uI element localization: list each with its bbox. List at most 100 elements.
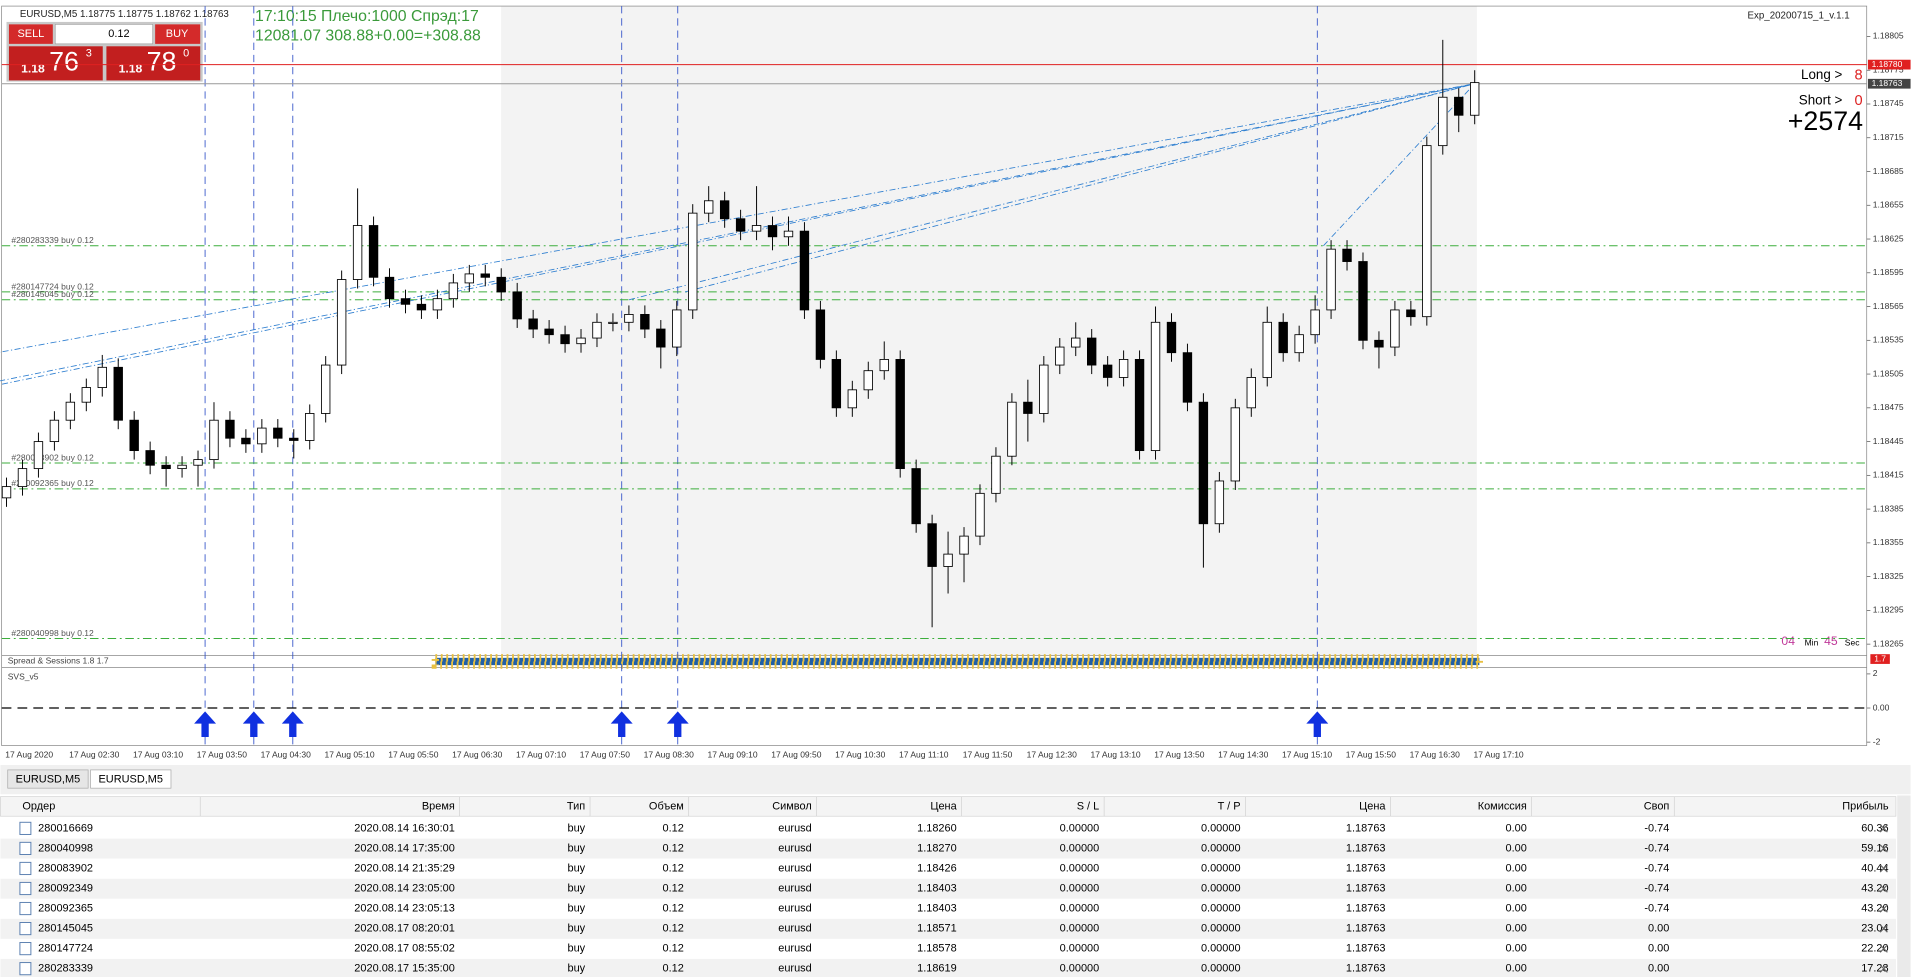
- sell-button[interactable]: [8, 24, 53, 44]
- table-cell: 1.18260: [917, 822, 957, 834]
- lot-value[interactable]: 0.12: [108, 28, 129, 40]
- session-shade: [501, 6, 1477, 656]
- candle-body: [544, 328, 554, 336]
- candle-body: [400, 298, 411, 305]
- table-cell: 0.00000: [1060, 922, 1100, 934]
- buy-price-pips: 78: [147, 46, 177, 76]
- candle-body: [336, 279, 347, 366]
- y-tick-label: 1.18385: [1873, 503, 1904, 513]
- candle-body: [416, 303, 427, 311]
- table-header[interactable]: T / P: [1218, 800, 1241, 812]
- candle-body: [1278, 321, 1288, 354]
- tab[interactable]: [90, 769, 172, 789]
- table-cell: 0.00: [1506, 842, 1527, 854]
- candle-body: [1390, 309, 1400, 348]
- table-header[interactable]: Тип: [567, 800, 585, 812]
- candle-body: [783, 230, 794, 238]
- table-row: [0, 838, 1896, 859]
- table-cell: 1.18619: [917, 963, 957, 975]
- table-cell: 0.00000: [1201, 822, 1241, 834]
- candle-body: [1454, 96, 1464, 116]
- order-icon: [19, 861, 32, 876]
- candle-body: [17, 468, 28, 488]
- timer-sec-label: Sec: [1845, 637, 1860, 647]
- candle-body: [512, 291, 522, 320]
- table-cell: 0.12: [663, 822, 684, 834]
- short-label: Short >: [1799, 93, 1843, 108]
- buy-price-box[interactable]: [106, 46, 201, 81]
- table-header-bg: [0, 796, 1897, 817]
- x-tick-label: 17 Aug 17:10: [1473, 750, 1523, 760]
- table-cell: 0.00000: [1060, 822, 1100, 834]
- candle-body: [225, 419, 235, 439]
- table-header[interactable]: Ордер: [22, 800, 55, 812]
- close-order-icon[interactable]: [1879, 824, 1888, 833]
- close-order-icon[interactable]: [1879, 864, 1888, 873]
- ask-line-badge: [1867, 59, 1911, 70]
- table-cell: 0.00000: [1060, 882, 1100, 894]
- close-order-icon[interactable]: [1879, 964, 1888, 973]
- table-header[interactable]: Комиссия: [1478, 800, 1527, 812]
- signal-arrow: [281, 711, 304, 738]
- long-count: 8: [1855, 67, 1863, 83]
- close-order-icon[interactable]: [1879, 924, 1888, 933]
- table-cell: 1.18763: [1346, 963, 1386, 975]
- svs-title: SVS_v5: [8, 672, 39, 682]
- order-icon: [19, 821, 32, 835]
- table-cell: 1.18403: [917, 882, 957, 894]
- table-cell: 2020.08.14 17:35:00: [354, 842, 455, 854]
- table-header[interactable]: Своп: [1644, 800, 1670, 812]
- buy-label[interactable]: BUY: [166, 28, 189, 40]
- candle-body: [1358, 261, 1368, 341]
- candle-body: [1214, 480, 1225, 525]
- candle-body: [991, 455, 1001, 494]
- close-order-icon[interactable]: [1879, 844, 1888, 853]
- candle-body: [305, 413, 315, 441]
- table-cell: 1.18426: [917, 862, 957, 874]
- tab-label[interactable]: EURUSD,M5: [16, 774, 81, 786]
- one-click-panel: SELL 0.12 BUY 1.18 76 3 1.18 78 0: [6, 21, 203, 82]
- table-cell: 2020.08.14 21:35:29: [354, 862, 455, 874]
- sell-price-box[interactable]: [8, 46, 103, 81]
- candle-body: [847, 389, 858, 409]
- table-header[interactable]: Объем: [649, 800, 684, 812]
- status-line: 17:10:15 Плечо:1000 Спрэд:17: [255, 8, 479, 25]
- table-header[interactable]: Время: [422, 800, 455, 812]
- y-tick-label: 1.18805: [1873, 31, 1904, 41]
- table-cell: 0.12: [663, 963, 684, 975]
- sell-price-big: 1.18: [21, 62, 45, 76]
- table-row: [0, 898, 1896, 919]
- close-order-icon[interactable]: [1879, 944, 1888, 953]
- close-order-icon[interactable]: [1879, 904, 1888, 913]
- y-tick-label: 1.18295: [1873, 605, 1904, 615]
- status-line: 12081.07 308.88+0.00=+308.88: [255, 28, 481, 45]
- trade-line: [628, 83, 1475, 301]
- table-header[interactable]: Символ: [772, 800, 812, 812]
- table-cell: 0.00: [1648, 943, 1669, 955]
- tab[interactable]: [7, 769, 89, 789]
- candle-body: [289, 437, 299, 441]
- table-header[interactable]: Цена: [930, 800, 957, 812]
- sell-label[interactable]: SELL: [17, 28, 44, 40]
- tab-label[interactable]: EURUSD,M5: [99, 774, 164, 786]
- buy-button[interactable]: [155, 24, 201, 44]
- table-cell: 60.36: [1861, 822, 1888, 834]
- scrollbar[interactable]: [1897, 795, 1911, 977]
- table-header[interactable]: Цена: [1359, 800, 1386, 812]
- candle-body: [496, 276, 506, 293]
- timer-min: 04: [1781, 634, 1795, 648]
- candle-body: [640, 313, 650, 330]
- candle-body: [799, 230, 810, 311]
- candle-body: [560, 334, 570, 345]
- table-header[interactable]: S / L: [1077, 800, 1100, 812]
- lot-field[interactable]: [54, 24, 154, 45]
- trade-line: [684, 83, 1475, 293]
- candle-body: [1087, 337, 1097, 366]
- table-header[interactable]: Прибыль: [1842, 800, 1889, 812]
- candle-body: [895, 359, 905, 470]
- close-order-icon[interactable]: [1879, 884, 1888, 893]
- candle-body: [688, 212, 698, 311]
- candle-body: [1134, 359, 1145, 452]
- table-cell: 59.16: [1861, 842, 1888, 854]
